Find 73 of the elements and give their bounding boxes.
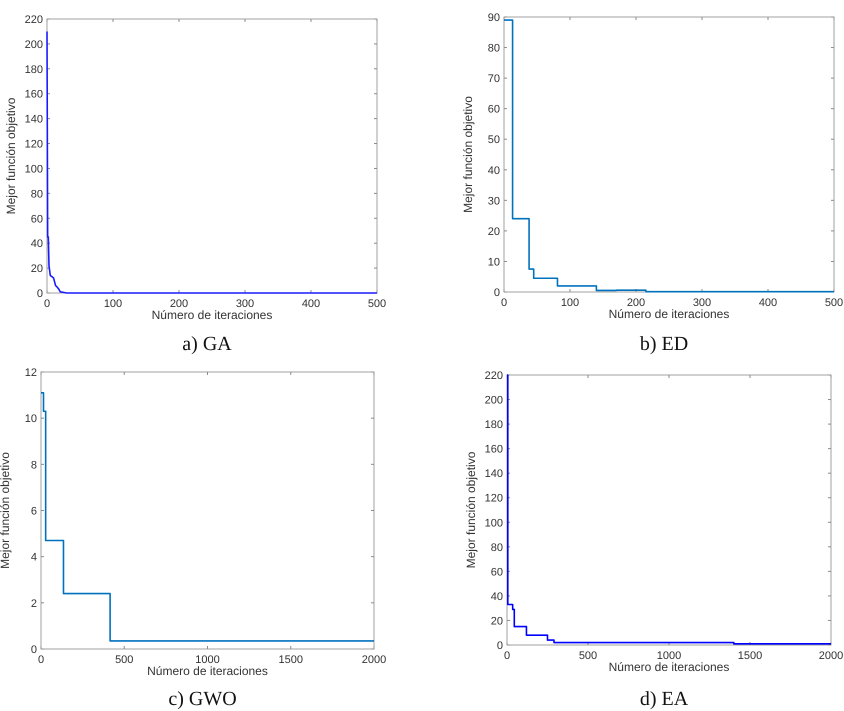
y-tick-label: 20: [490, 615, 503, 628]
x-tick-label: 2000: [818, 650, 844, 662]
y-tick-label: 180: [484, 419, 503, 432]
x-tick-label: 1000: [195, 654, 220, 666]
y-tick-label: 140: [24, 114, 43, 126]
y-tick-label: 20: [488, 226, 500, 238]
y-tick-label: 30: [488, 195, 500, 208]
y-tick-label: 220: [484, 370, 503, 382]
y-tick-label: 200: [484, 394, 503, 407]
x-tick-label: 500: [578, 650, 598, 662]
y-tick-label: 60: [488, 104, 500, 116]
y-tick-label: 140: [484, 468, 503, 480]
y-tick-label: 0: [494, 287, 500, 299]
y-tick-label: 0: [496, 640, 503, 652]
y-tick-label: 40: [30, 238, 43, 250]
x-tick-label: 1500: [278, 654, 303, 666]
x-tick-label: 500: [115, 654, 134, 666]
text: d) EA: [640, 688, 689, 710]
x-tick-label: 0: [504, 650, 510, 662]
text: b) ED: [640, 333, 688, 355]
x-tick-label: 300: [236, 298, 254, 310]
text: c) GWO: [168, 688, 237, 710]
x-axis-title: Número de iteraciones: [147, 664, 268, 678]
y-axis-title: Mejor función objetivo: [464, 451, 478, 568]
y-tick-label: 80: [490, 542, 503, 554]
x-tick-label: 200: [170, 298, 188, 310]
y-tick-label: 80: [30, 188, 43, 200]
x-tick-label: 1000: [656, 650, 682, 662]
y-axis-title: Mejor función objetivo: [0, 452, 12, 569]
x-tick-label: 200: [626, 297, 646, 309]
y-tick-label: 200: [24, 38, 43, 51]
y-axis-title: Mejor función objetivo: [4, 97, 18, 214]
y-tick-label: 60: [30, 213, 43, 226]
x-axis-title: Número de iteraciones: [608, 307, 730, 321]
y-tick-label: 180: [24, 64, 43, 76]
y-tick-label: 40: [488, 164, 500, 177]
y-tick-label: 2: [30, 598, 37, 610]
y-axis-title: Mejor función objetivo: [461, 96, 475, 213]
y-tick-label: 10: [24, 413, 37, 426]
x-tick-label: 500: [824, 297, 844, 309]
y-tick-label: 10: [488, 256, 500, 268]
x-tick-label: 0: [44, 298, 50, 310]
x-tick-label: 400: [302, 298, 320, 310]
y-tick-label: 0: [36, 288, 43, 300]
y-tick-label: 80: [488, 42, 500, 55]
text: a) GA: [182, 333, 232, 355]
y-tick-label: 120: [484, 492, 503, 505]
x-tick-label: 1500: [738, 650, 762, 662]
x-tick-label: 100: [104, 298, 122, 310]
y-tick-label: 100: [24, 163, 43, 176]
y-tick-label: 60: [490, 566, 503, 578]
x-tick-label: 500: [368, 298, 386, 310]
y-tick-label: 70: [488, 73, 500, 86]
y-tick-label: 50: [488, 134, 500, 146]
line-series: [46, 30, 378, 294]
y-tick-label: 40: [490, 590, 503, 603]
x-axis-title: Número de iteraciones: [608, 660, 730, 674]
y-tick-label: 120: [24, 138, 43, 151]
y-tick-label: 100: [484, 517, 503, 530]
y-tick-label: 20: [30, 263, 43, 276]
x-tick-label: 2000: [362, 654, 386, 666]
y-tick-label: 12: [24, 367, 37, 379]
y-tick-label: 160: [484, 444, 503, 456]
y-tick-label: 220: [24, 14, 43, 26]
x-tick-label: 300: [692, 297, 712, 309]
x-tick-label: 100: [560, 297, 580, 309]
x-tick-label: 400: [758, 297, 778, 309]
y-tick-label: 160: [24, 88, 43, 101]
y-tick-label: 8: [30, 459, 37, 472]
y-tick-label: 6: [30, 506, 37, 518]
y-tick-label: 4: [30, 552, 37, 564]
x-axis-title: Número de iteraciones: [152, 308, 272, 322]
y-tick-label: 90: [488, 12, 500, 24]
